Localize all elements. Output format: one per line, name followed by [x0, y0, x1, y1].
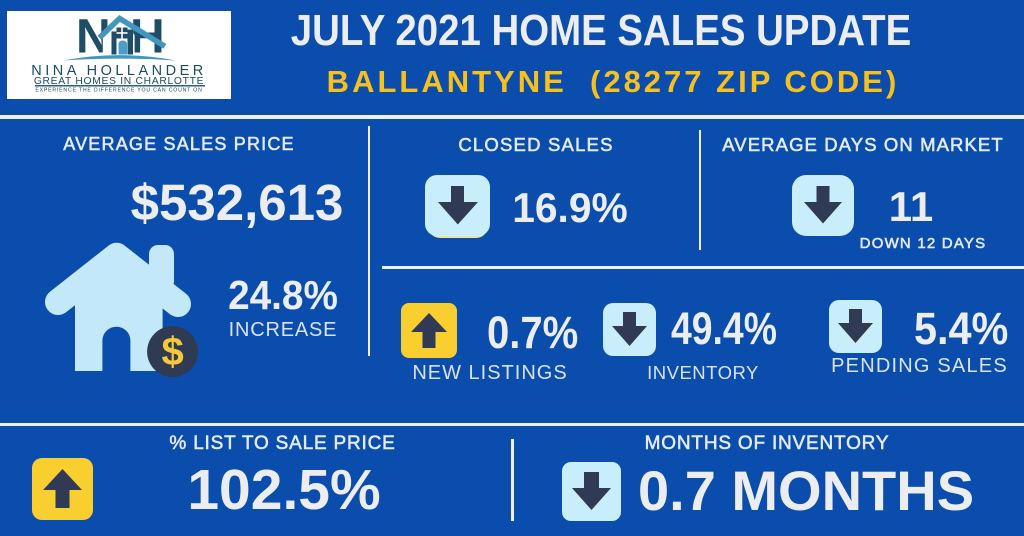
svg-text:EXPERIENCE THE DIFFERENCE YOU: EXPERIENCE THE DIFFERENCE YOU CAN COUNT …	[35, 88, 202, 94]
svg-text:NINA HOLLANDER: NINA HOLLANDER	[31, 63, 207, 79]
svg-text:GREAT HOMES IN CHARLOTTE: GREAT HOMES IN CHARLOTTE	[34, 76, 204, 87]
svg-text:$: $	[161, 330, 183, 374]
